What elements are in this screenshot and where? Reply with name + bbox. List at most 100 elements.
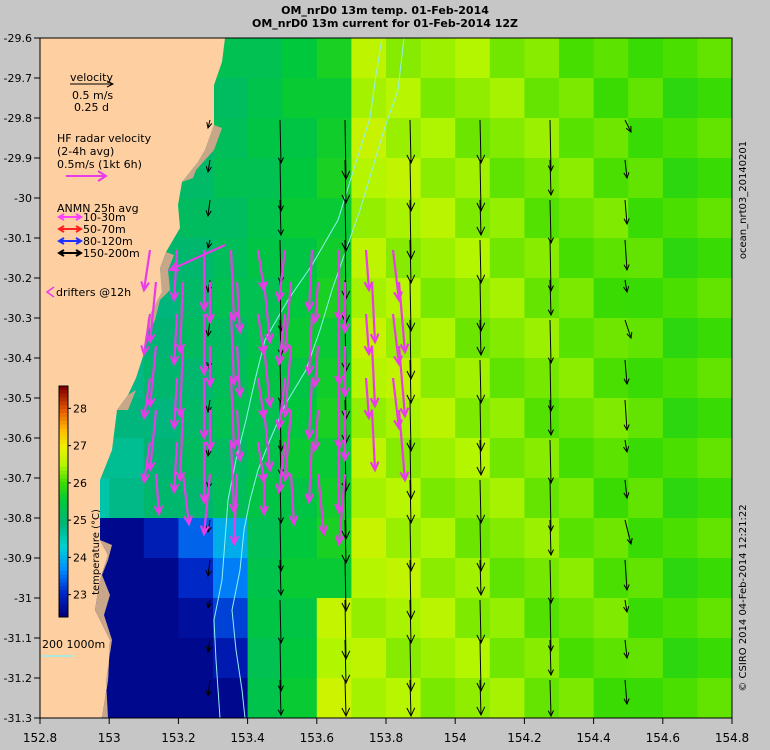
legend-velocity-scale-1: 0.5 m/s (72, 89, 113, 102)
temperature-cell (420, 478, 456, 519)
temperature-cell (524, 118, 560, 159)
colorbar-step (59, 540, 68, 545)
hf-radar-arrow (145, 281, 158, 345)
colorbar-step (59, 397, 68, 402)
temperature-cell (662, 478, 698, 519)
temperature-cell (143, 518, 179, 559)
model-current-arrow (205, 199, 212, 218)
x-tick-label: 154 (444, 731, 467, 745)
model-current-arrow (476, 439, 486, 477)
temperature-cell (455, 598, 491, 639)
temperature-cell (316, 558, 352, 599)
temperature-cell (524, 278, 560, 319)
temperature-cell (489, 358, 525, 399)
model-current-arrow (623, 159, 630, 180)
model-current-arrow (623, 599, 630, 614)
colorbar-step (59, 605, 68, 610)
temperature-cell (697, 198, 732, 239)
colorbar-step (59, 428, 68, 433)
temperature-cell (213, 398, 249, 439)
temperature-cell (178, 678, 214, 718)
temperature-cell (351, 118, 387, 159)
temperature-cell (213, 78, 249, 119)
y-tick-label: -30.1 (4, 232, 32, 245)
temperature-cell (489, 198, 525, 239)
model-current-arrow (623, 239, 630, 272)
temperature-cell (455, 278, 491, 319)
temperature-cell (420, 518, 456, 559)
colorbar-step (59, 474, 68, 479)
temperature-cell (247, 198, 283, 239)
hf-radar-arrow (316, 473, 329, 537)
colorbar-tick-label: 27 (73, 440, 87, 453)
model-current-arrow (406, 159, 416, 213)
y-tick-label: -31.1 (4, 632, 32, 645)
temperature-cell (559, 278, 595, 319)
model-current-arrow (476, 639, 486, 693)
temperature-cell (386, 518, 422, 559)
model-current-arrow (547, 359, 554, 413)
temperature-cell (420, 318, 456, 359)
temperature-cell (282, 638, 318, 679)
legend-anmn-title: ANMN 25h avg (57, 202, 139, 215)
legend-anmn-label: 150-200m (83, 247, 140, 260)
temperature-cell (213, 118, 249, 159)
colorbar-tick-label: 25 (73, 514, 87, 527)
hf-radar-arrow (304, 249, 315, 313)
temperature-cell (662, 78, 698, 119)
colorbar-step (59, 547, 68, 552)
temperature-cell (282, 678, 318, 718)
model-current-arrow (547, 479, 554, 533)
model-current-arrow (476, 559, 486, 597)
temperature-cell (628, 158, 664, 199)
temperature-cell (489, 158, 525, 199)
model-current-arrow (406, 639, 416, 693)
isobath-200m (213, 38, 383, 718)
temperature-cell (247, 678, 283, 718)
hf-radar-arrow (334, 473, 347, 547)
temperature-cell (351, 638, 387, 679)
model-current-arrow (547, 639, 554, 677)
y-tick-label: -30.9 (4, 552, 32, 565)
model-current-arrow (476, 519, 486, 573)
hf-radar-arrow (140, 377, 152, 421)
temperature-cell (628, 118, 664, 159)
colorbar-step (59, 505, 68, 510)
hf-radar-arrow (153, 473, 164, 517)
colorbar-step (59, 436, 68, 441)
model-current-arrow (341, 479, 351, 541)
temperature-cell (455, 478, 491, 519)
temperature-cell (247, 158, 283, 199)
colorbar-tick-label: 23 (73, 589, 87, 602)
y-tick-label: -30.5 (4, 392, 32, 405)
colorbar-step (59, 586, 68, 591)
model-current-arrow (406, 559, 416, 621)
hf-radar-arrow (280, 281, 293, 355)
temperature-cell (628, 78, 664, 119)
temperature-cell (247, 38, 283, 79)
model-current-arrow (476, 279, 486, 333)
temperature-cell (559, 198, 595, 239)
y-tick-label: -30 (14, 192, 32, 205)
temperature-cell (489, 598, 525, 639)
temperature-cell (420, 678, 456, 718)
colorbar-step (59, 501, 68, 506)
temperature-cell (109, 678, 145, 718)
temperature-cell (489, 118, 525, 159)
temperature-cell (386, 78, 422, 119)
model-current-arrow (206, 239, 213, 250)
colorbar-step (59, 393, 68, 398)
temperature-cell (178, 318, 214, 359)
y-tick-label: -30.3 (4, 312, 32, 325)
model-current-arrow (277, 679, 284, 717)
temperature-cell (351, 558, 387, 599)
temperature-cell (489, 318, 525, 359)
temperature-cell (455, 398, 491, 439)
colorbar-step (59, 478, 68, 483)
temperature-cell (247, 598, 283, 639)
model-current-arrow (406, 359, 416, 405)
colorbar-step (59, 424, 68, 429)
temperature-cell (662, 158, 698, 199)
legend-anmn-label: 50-70m (83, 223, 126, 236)
hf-radar-arrow (397, 281, 410, 355)
